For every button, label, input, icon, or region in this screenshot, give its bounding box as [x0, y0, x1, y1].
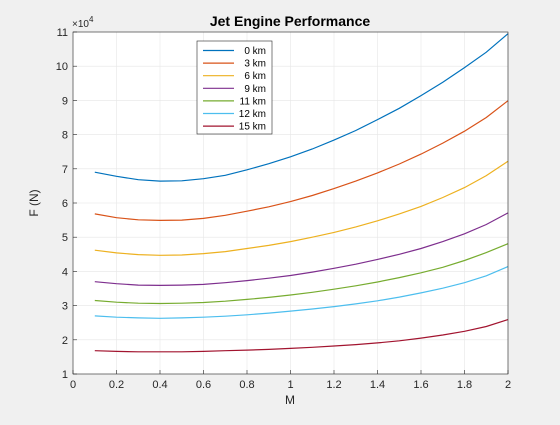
series-line-15km: [94, 319, 509, 353]
x-tick-label: 1.6: [413, 379, 428, 391]
legend-label: 12 km: [239, 109, 266, 120]
x-tick-label: 1.8: [457, 379, 472, 391]
series-line-0km: [94, 33, 509, 182]
x-tick-label: 2: [505, 379, 511, 391]
series-line-12km: [94, 266, 509, 319]
y-ticks: 1 2 3 4 5 6 7 8 9 10 11: [56, 27, 77, 381]
x-axis-label: M: [285, 393, 295, 407]
legend-label: 6 km: [244, 71, 266, 82]
legend-label: 9 km: [244, 84, 266, 95]
y-tick-label: 10: [56, 61, 68, 73]
y-tick-label: 3: [62, 301, 68, 313]
series-line-6km: [94, 160, 509, 256]
y-tick-label: 11: [57, 27, 68, 39]
series-line-9km: [94, 212, 509, 287]
x-tick-label: 0.4: [152, 379, 167, 391]
legend-label: 11 km: [240, 96, 267, 107]
y-exponent-base: ×10: [72, 19, 89, 30]
x-tick-label: 0.8: [239, 379, 254, 391]
legend-label: 15 km: [239, 122, 266, 133]
y-tick-label: 7: [62, 164, 68, 176]
y-tick-label: 5: [62, 232, 68, 244]
x-tick-label: 0: [70, 379, 76, 391]
legend-label: 3 km: [244, 59, 266, 70]
x-tick-label: 0.2: [109, 379, 124, 391]
y-tick-label: 4: [62, 266, 68, 278]
y-tick-label: 1: [62, 369, 68, 381]
legend-label: 0 km: [244, 46, 266, 57]
series-layer: [94, 33, 509, 353]
y-tick-label: 8: [62, 130, 68, 142]
series-line-11km: [94, 243, 509, 305]
y-exponent-power: 4: [89, 15, 94, 24]
y-exponent: ×104: [72, 15, 94, 30]
x-tick-label: 1: [287, 379, 293, 391]
x-tick-label: 1.2: [326, 379, 341, 391]
x-ticks: 0 0.2 0.4 0.6 0.8 1 1.2 1.4 1.6 1.8 2: [70, 370, 511, 391]
legend-box: [196, 40, 273, 135]
chart-title: Jet Engine Performance: [210, 13, 370, 29]
series-line-3km: [94, 100, 509, 222]
y-axis-label: F (N): [27, 189, 41, 216]
y-tick-label: 2: [62, 335, 68, 347]
y-tick-label: 9: [62, 95, 68, 107]
y-tick-label: 6: [62, 198, 68, 210]
x-tick-label: 1.4: [370, 379, 385, 391]
x-tick-label: 0.6: [196, 379, 211, 391]
